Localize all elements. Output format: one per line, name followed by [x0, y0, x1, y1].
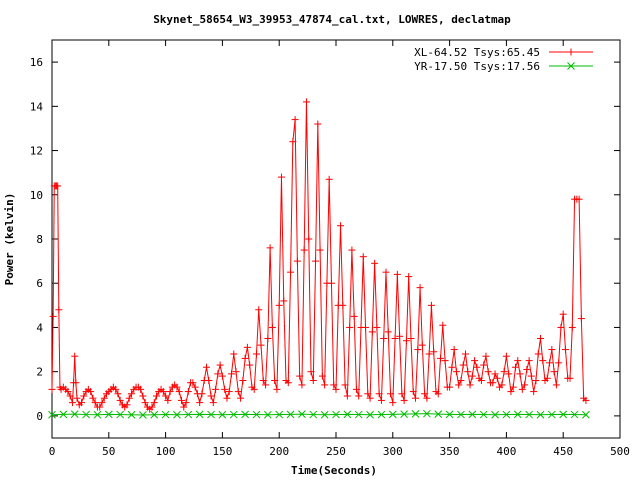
point-marker	[547, 410, 556, 419]
point-marker	[229, 410, 238, 419]
series-1	[48, 98, 590, 413]
y-tick-label: 16	[30, 56, 43, 69]
point-marker	[513, 410, 522, 419]
point-marker	[388, 410, 397, 419]
point-marker	[400, 410, 409, 418]
x-tick-label: 50	[102, 445, 115, 458]
point-marker	[309, 410, 318, 419]
point-marker	[218, 410, 227, 419]
y-tick-label: 10	[30, 189, 43, 202]
y-tick-label: 4	[36, 321, 43, 334]
point-marker	[104, 410, 113, 419]
point-marker	[82, 410, 90, 419]
point-marker	[70, 410, 79, 418]
x-axis-label: Time(Seconds)	[291, 464, 377, 477]
point-marker	[567, 62, 575, 70]
chart-title: Skynet_58654_W3_39953_47874_cal.txt, LOW…	[153, 13, 511, 26]
point-marker	[457, 410, 465, 419]
point-marker	[139, 411, 147, 419]
y-tick-label: 8	[36, 233, 43, 246]
y-tick-label: 2	[36, 366, 43, 379]
point-marker	[434, 410, 443, 418]
point-marker	[48, 410, 56, 419]
x-axis: 0 50 100 150 200 250 300 350 400 450 500	[49, 40, 630, 458]
point-marker	[195, 410, 204, 419]
point-marker	[116, 410, 125, 419]
point-marker	[150, 410, 159, 419]
point-marker	[241, 410, 249, 419]
point-marker	[536, 410, 545, 419]
series-2	[48, 409, 590, 419]
point-marker	[366, 410, 374, 419]
point-marker	[354, 410, 363, 419]
x-tick-label: 300	[383, 445, 403, 458]
x-tick-label: 250	[326, 445, 346, 458]
point-marker	[173, 410, 181, 419]
point-marker	[423, 409, 431, 418]
legend-label: XL-64.52 Tsys:65.45	[414, 46, 540, 59]
x-tick-label: 100	[156, 445, 176, 458]
series-layer	[48, 98, 590, 419]
point-marker	[286, 410, 295, 419]
point-marker	[411, 410, 420, 418]
x-tick-label: 200	[269, 445, 289, 458]
point-marker	[525, 410, 533, 419]
x-tick-label: 450	[553, 445, 573, 458]
point-marker	[184, 410, 193, 419]
x-tick-label: 0	[49, 445, 56, 458]
point-marker	[559, 410, 568, 419]
series-line	[51, 101, 587, 410]
point-marker	[127, 410, 136, 419]
legend-label: YR-17.50 Tsys:17.56	[414, 60, 540, 73]
x-tick-label: 150	[212, 445, 232, 458]
point-marker	[570, 410, 579, 419]
point-marker	[252, 410, 261, 419]
point-marker	[377, 410, 386, 419]
x-tick-label: 400	[496, 445, 516, 458]
point-marker	[320, 410, 329, 419]
y-tick-label: 0	[36, 410, 43, 423]
point-marker	[59, 410, 68, 419]
point-marker	[343, 410, 352, 419]
y-tick-label: 14	[30, 100, 44, 113]
point-marker	[491, 410, 499, 419]
point-marker	[161, 410, 170, 419]
x-tick-label: 500	[610, 445, 630, 458]
point-marker	[479, 410, 488, 419]
point-marker	[298, 410, 306, 418]
y-axis-label: Power (kelvin)	[3, 193, 16, 286]
y-tick-label: 6	[36, 277, 43, 290]
point-marker	[502, 410, 511, 419]
point-marker	[332, 410, 340, 419]
point-marker	[207, 410, 215, 419]
series-line	[51, 413, 586, 416]
x-tick-label: 350	[440, 445, 460, 458]
point-marker	[263, 410, 272, 419]
point-marker	[468, 410, 477, 419]
y-tick-label: 12	[30, 145, 43, 158]
point-marker	[582, 410, 590, 419]
point-marker	[445, 410, 454, 419]
point-marker	[93, 410, 102, 419]
y-axis: 0 2 4 6 8 10 12 14 16	[30, 56, 620, 423]
point-marker	[275, 410, 284, 419]
